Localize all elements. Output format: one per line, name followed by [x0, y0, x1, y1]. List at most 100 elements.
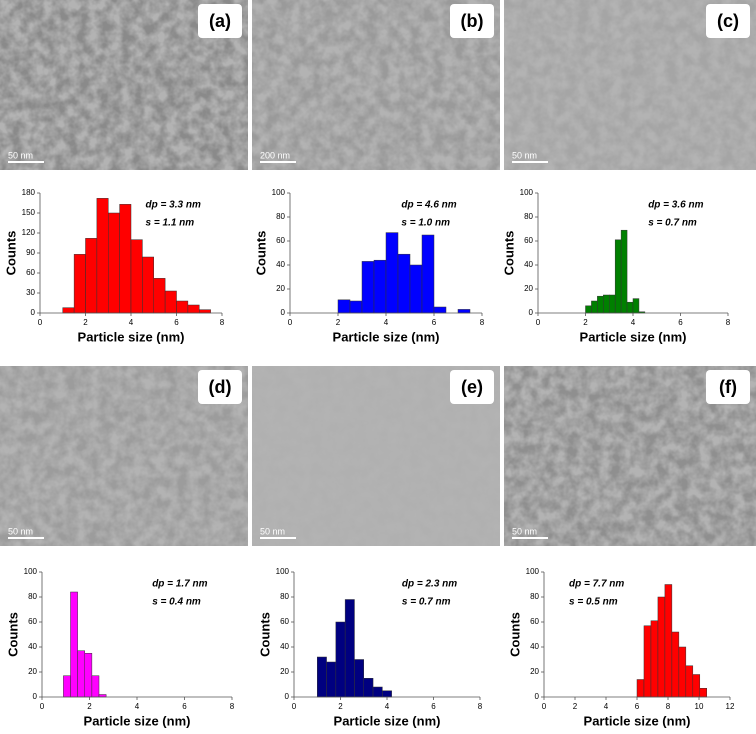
histogram-bar	[603, 294, 610, 314]
y-tick-label: 0	[535, 692, 540, 701]
histogram-bar	[597, 295, 604, 314]
panel-label: (c)	[717, 11, 739, 31]
histogram-bar	[354, 659, 365, 698]
x-tick-label: 8	[478, 702, 483, 711]
x-axis-label: Particle size (nm)	[78, 329, 185, 344]
panel-label-box	[706, 370, 750, 404]
histogram-bar	[397, 253, 411, 314]
histogram-bar	[385, 232, 399, 314]
x-tick-label: 12	[726, 702, 735, 711]
x-tick-label: 8	[726, 318, 731, 327]
y-tick-label: 40	[530, 642, 539, 651]
y-tick-label: 100	[272, 188, 286, 197]
y-tick-label: 20	[530, 667, 539, 676]
histogram-bar	[671, 631, 680, 698]
x-axis-label: Particle size (nm)	[333, 329, 440, 344]
panel-label: (e)	[461, 377, 483, 397]
y-tick-label: 0	[31, 308, 36, 317]
histogram-bar	[199, 309, 211, 314]
histogram-bar	[678, 646, 687, 698]
x-tick-label: 0	[38, 318, 43, 327]
annotation: s = 1.0 nm	[401, 218, 450, 229]
x-tick-label: 4	[384, 318, 389, 327]
histogram-bar	[62, 307, 75, 314]
annotation: s = 0.5 nm	[569, 597, 618, 608]
panel-label: (f)	[719, 377, 737, 397]
x-tick-label: 8	[480, 318, 485, 327]
histogram-bar	[337, 299, 351, 314]
y-tick-label: 100	[520, 188, 534, 197]
y-tick-label: 80	[276, 212, 285, 221]
annotation: dp = 7.7 nm	[569, 579, 624, 590]
y-tick-label: 100	[526, 567, 540, 576]
panel-label: (b)	[461, 11, 484, 31]
histogram-bar	[657, 596, 666, 698]
x-tick-label: 8	[666, 702, 671, 711]
histogram-bar	[119, 204, 132, 314]
annotation: dp = 2.3 nm	[402, 579, 457, 590]
annotation: dp = 3.3 nm	[146, 200, 201, 211]
y-tick-label: 80	[530, 592, 539, 601]
x-axis-label: Particle size (nm)	[580, 329, 687, 344]
scale-bar-label: 50 nm	[512, 150, 537, 160]
panel-label-box	[706, 4, 750, 38]
panel-label-box	[198, 4, 242, 38]
histogram-bar	[363, 678, 374, 698]
histogram-bar	[335, 621, 346, 698]
y-tick-label: 60	[276, 236, 285, 245]
histogram-bar	[73, 254, 86, 314]
histogram-bar	[130, 239, 143, 314]
histogram-bar	[636, 679, 645, 698]
x-tick-label: 8	[230, 702, 235, 711]
histogram-bar	[84, 653, 93, 698]
histogram-bar	[344, 599, 355, 698]
scale-bar-label: 200 nm	[260, 150, 290, 160]
histogram-bar	[349, 300, 363, 314]
histogram-bar	[326, 661, 337, 698]
x-tick-label: 2	[336, 318, 341, 327]
y-tick-label: 40	[28, 642, 37, 651]
x-tick-label: 0	[40, 702, 45, 711]
panel-label-box	[198, 370, 242, 404]
y-axis-label: Counts	[3, 231, 18, 276]
histogram-bar	[692, 674, 701, 698]
histogram-bar	[373, 259, 387, 314]
y-tick-label: 80	[524, 212, 533, 221]
y-axis-label: Counts	[507, 612, 522, 657]
histogram-bar	[699, 688, 708, 698]
y-axis-label: Counts	[253, 231, 268, 276]
x-tick-label: 6	[174, 318, 179, 327]
histogram-bar	[96, 198, 109, 314]
x-tick-label: 4	[385, 702, 390, 711]
y-tick-label: 180	[22, 188, 36, 197]
x-tick-label: 0	[292, 702, 297, 711]
scale-bar-label: 50 nm	[8, 526, 33, 536]
histogram-bar	[620, 229, 628, 314]
histogram-bar	[176, 300, 189, 314]
histogram-bar	[108, 212, 120, 314]
x-tick-label: 2	[338, 702, 343, 711]
y-tick-label: 20	[524, 284, 533, 293]
y-tick-label: 60	[530, 617, 539, 626]
x-tick-label: 6	[432, 318, 437, 327]
x-tick-label: 6	[431, 702, 436, 711]
y-tick-label: 20	[276, 284, 285, 293]
histogram-bar	[643, 625, 652, 698]
x-tick-label: 2	[83, 318, 88, 327]
histogram-bar	[591, 300, 598, 314]
histogram-bar	[457, 309, 471, 314]
histogram-bar	[187, 304, 200, 314]
y-tick-label: 0	[529, 308, 534, 317]
x-axis-label: Particle size (nm)	[84, 713, 191, 728]
x-tick-label: 2	[573, 702, 578, 711]
histogram-bar	[164, 290, 177, 314]
y-tick-label: 80	[280, 592, 289, 601]
x-tick-label: 2	[87, 702, 92, 711]
scale-bar-label: 50 nm	[8, 150, 33, 160]
histogram-bar	[91, 675, 100, 698]
y-tick-label: 40	[524, 260, 533, 269]
panel-label-box	[450, 4, 494, 38]
x-tick-label: 0	[542, 702, 547, 711]
x-tick-label: 4	[129, 318, 134, 327]
histogram-bar	[585, 305, 592, 314]
